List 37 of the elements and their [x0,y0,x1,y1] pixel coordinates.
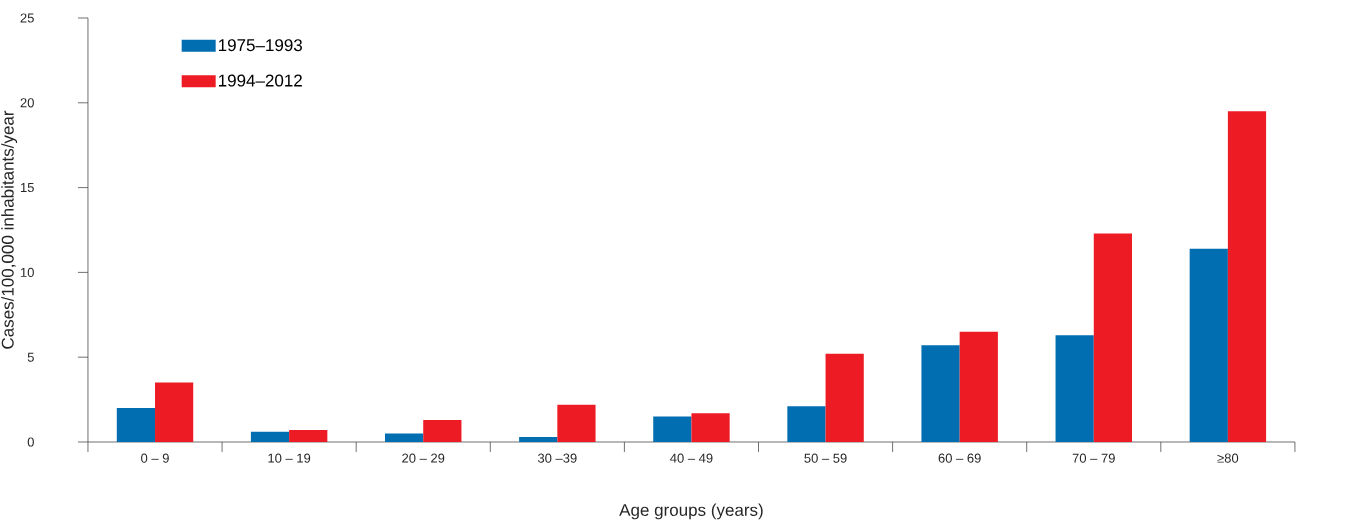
bar [1093,233,1132,442]
x-tick-label: 20 – 29 [402,453,445,463]
x-tick-label: 40 – 49 [670,453,713,463]
bar [825,353,864,442]
y-tick-label: 20 [20,98,34,108]
y-tick-label: 15 [20,183,34,193]
bar [250,431,290,442]
x-tick-label: 70 – 79 [1072,453,1115,463]
bar [155,382,194,442]
bar [116,408,156,442]
x-tick-label: ≥80 [1217,453,1239,463]
x-tick-label: 10 – 19 [268,453,311,463]
bar [691,413,730,442]
legend-label: 1975–1993 [218,39,302,52]
y-tick-label: 10 [20,267,34,277]
bar [959,331,998,442]
x-tick-label: 0 – 9 [141,453,169,463]
bar [653,416,692,442]
bar [1055,335,1094,442]
x-tick-label: 60 – 69 [938,453,981,463]
y-tick-label: 5 [27,352,34,362]
bar [423,419,462,442]
y-axis-title: Cases/100,000 inhabitants/year [1,110,18,349]
y-tick-label: 25 [20,13,34,23]
bar [557,404,596,442]
x-tick-label: 30 –39 [537,453,577,463]
bar [787,406,826,442]
legend-label: 1994–2012 [218,74,302,87]
bar [921,345,960,442]
bar [289,430,328,442]
bar [1227,111,1267,442]
x-axis-title: Age groups (years) [619,503,763,520]
y-tick-label: 0 [27,437,34,447]
x-tick-label: 50 – 59 [804,453,847,463]
bar [1189,248,1228,442]
bar [519,436,558,442]
bar [385,433,424,442]
